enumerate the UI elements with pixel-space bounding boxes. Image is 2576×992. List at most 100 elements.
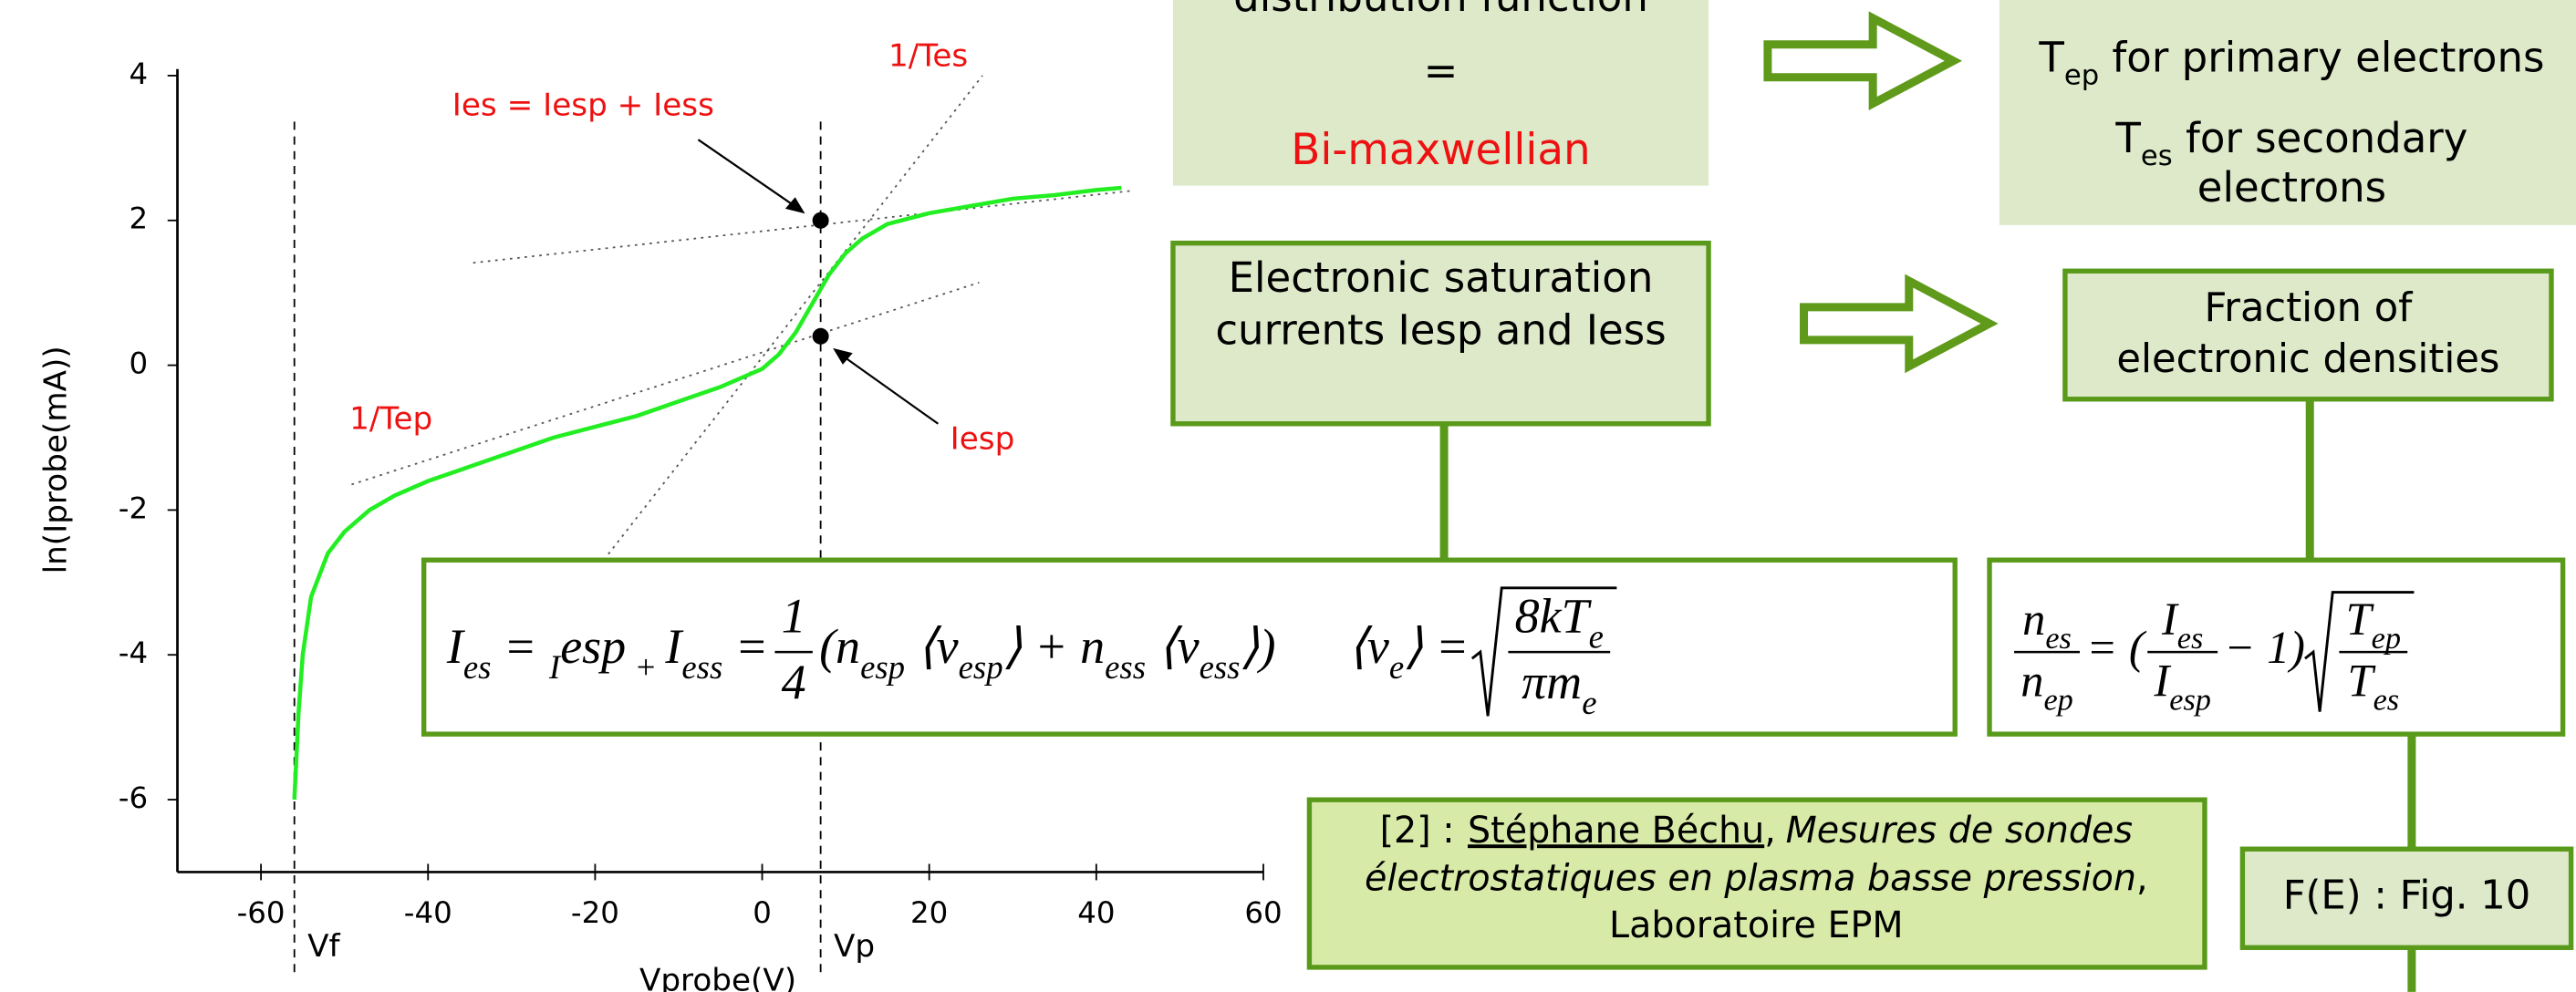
text-piece: I [664, 620, 684, 675]
box-text: = [1424, 46, 1459, 95]
text-piece: T [2114, 114, 2141, 162]
subscript: e [1589, 618, 1604, 656]
citation-text: , [2136, 857, 2148, 899]
subscript: ess [1200, 648, 1241, 686]
citation-author: Stéphane Béchu [1468, 810, 1764, 852]
citation-title: Mesures de sondes [1786, 810, 2133, 852]
denominator: πme [1522, 655, 1596, 721]
text-piece: for primary electrons [2099, 34, 2544, 82]
arrow [840, 354, 940, 425]
subscript: es [2141, 140, 2173, 172]
denominator: Tes [2348, 655, 2400, 717]
text-piece: ⟨v [1146, 620, 1200, 675]
numerator: 8kTe [1515, 589, 1604, 656]
text-piece: for secondary [2173, 114, 2468, 162]
x-axis-title: Vprobe(V) [639, 963, 796, 992]
radical [2304, 591, 2415, 712]
subscript: e [1582, 684, 1596, 721]
formula-text: − 1) [2224, 622, 2305, 673]
formula-text: (nesp ⟨vesp⟩ + ness ⟨vess⟩) [819, 620, 1275, 687]
text-piece: ⟨v [1348, 620, 1389, 675]
x-tick-label: -40 [404, 895, 452, 930]
reference-label: Vp [834, 928, 875, 965]
subscript: I [548, 648, 562, 686]
annotation: Iesp [950, 420, 1015, 457]
box-text: electrons [2197, 163, 2386, 212]
subscript: esp [959, 648, 1003, 686]
marker [812, 212, 829, 229]
subscript: ess [1105, 648, 1146, 686]
fit-line [594, 75, 983, 573]
denominator: Iesp [2153, 655, 2210, 717]
box [1999, 0, 2576, 225]
radical [1470, 586, 1617, 717]
formula-text: ⟨ve⟩ = [1348, 620, 1469, 687]
box [1172, 0, 1709, 186]
box-text: Bi-maxwellian [1291, 126, 1590, 175]
figure-ref: F(E) : Fig. 10 [2283, 873, 2531, 919]
text-piece: (n [819, 620, 860, 675]
text-piece: I [2153, 655, 2171, 706]
citation-text: , [1764, 810, 1776, 852]
box-text: distribution function [1233, 0, 1648, 21]
box-text: Tes for secondary [2114, 114, 2467, 172]
box [2062, 268, 2554, 402]
subscript: esp [2169, 682, 2211, 717]
text-piece: T [2346, 593, 2375, 644]
text-piece: = [491, 620, 548, 675]
text-piece: πm [1522, 655, 1582, 709]
x-tick-label: 20 [910, 895, 948, 930]
text-piece: − 1) [2224, 622, 2305, 673]
subscript: ep [2372, 621, 2401, 656]
text-piece: 4 [782, 655, 806, 709]
y-tick-label: -4 [119, 636, 148, 670]
y-tick-label: 4 [129, 57, 148, 91]
x-tick-label: -20 [571, 895, 619, 930]
annotation: Ies = Iesp + Iess [452, 88, 714, 124]
box-text: currents Iesp and Iess [1215, 306, 1666, 355]
denominator: 4 [782, 655, 806, 709]
formula-text: = ( [2086, 622, 2147, 673]
text-piece: T [2348, 655, 2377, 706]
citation-line: [2] : Stéphane Béchu, Mesures de sondes [1380, 810, 2133, 852]
y-tick-label: -6 [119, 780, 148, 815]
box [1170, 240, 1711, 427]
text-piece: T [2038, 34, 2064, 82]
arrow-head [784, 197, 805, 214]
x-tick-label: -60 [237, 895, 286, 930]
text-piece: esp [560, 620, 626, 675]
text-piece: I [2161, 593, 2179, 644]
subscript: + [626, 648, 665, 686]
arrow [1763, 11, 1963, 111]
citation-title: électrostatiques en plasma basse pressio… [1365, 857, 2136, 899]
subscript: esp [860, 648, 905, 686]
numerator: Tep [2346, 593, 2401, 655]
text-piece: n [2020, 655, 2043, 706]
box-text: Tep for primary electrons [2038, 34, 2544, 92]
fit-line [351, 282, 980, 486]
marker [812, 327, 829, 345]
text-piece: electrons [2197, 163, 2386, 212]
citation-text: [2] : [1380, 810, 1455, 852]
text-piece: = ( [2086, 622, 2147, 673]
diagram: distribution function = Bi-maxwellian El… [421, 0, 2576, 992]
citation-box [1306, 797, 2207, 970]
text-piece: ⟩ + n [1003, 620, 1106, 675]
box-text: Electronic saturation [1229, 253, 1654, 302]
text-piece: ⟨v [905, 620, 959, 675]
y-tick-label: 0 [129, 346, 148, 381]
formula-box [421, 557, 1958, 737]
reference-label: Vf [307, 928, 340, 965]
arrow-head [833, 347, 853, 365]
annotation: 1/Tep [349, 401, 432, 438]
subscript: e [1389, 648, 1404, 686]
data-line [292, 185, 1122, 801]
citation-line: électrostatiques en plasma basse pressio… [1365, 857, 2148, 899]
text-piece: n [2022, 593, 2045, 644]
subscript: es [2177, 621, 2204, 656]
subscript: es [2045, 621, 2072, 656]
subscript: ess [681, 648, 722, 686]
text-piece: = [722, 620, 768, 675]
